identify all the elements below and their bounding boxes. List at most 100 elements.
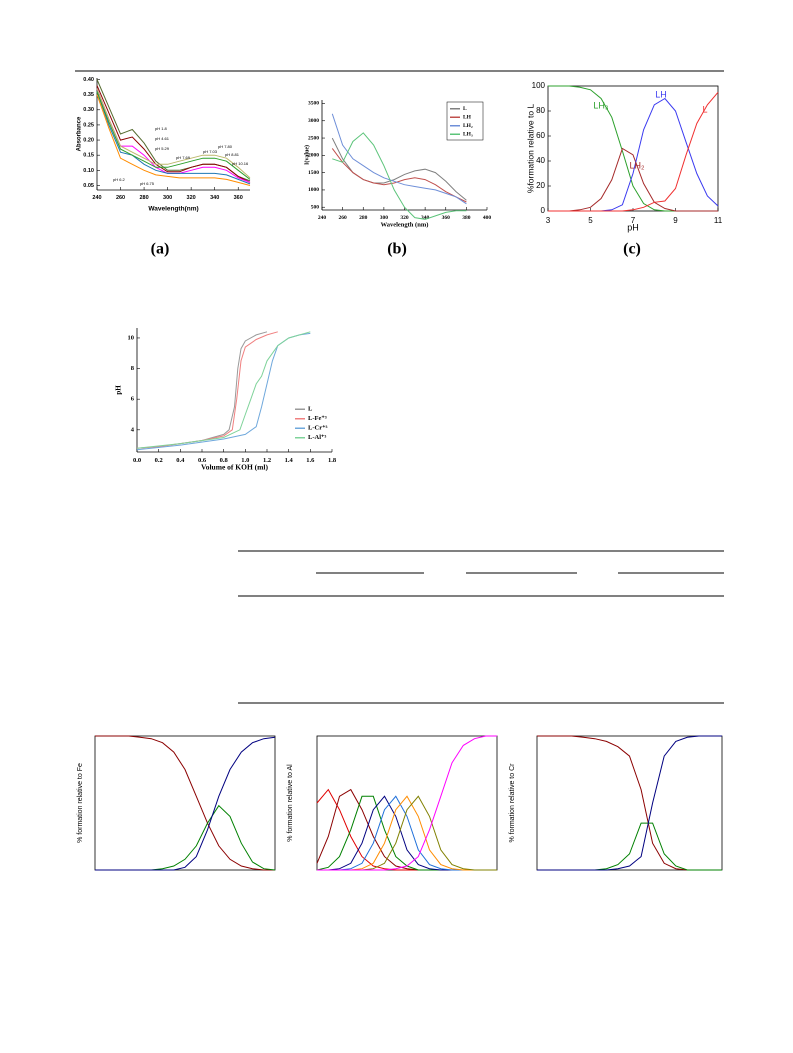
- series-line: [537, 735, 722, 871]
- series-line: [95, 804, 276, 871]
- plot-frame: [547, 85, 719, 212]
- x-axis-label: Wavelength(nm): [148, 206, 198, 213]
- x-tick-label: 0.6: [198, 457, 207, 464]
- y-tick-label: 1500: [308, 170, 319, 176]
- legend-label: L: [308, 406, 313, 413]
- annotation: pH 5.29: [155, 146, 170, 151]
- chart: % formation relative to Cr: [509, 735, 723, 871]
- series-line: [317, 795, 497, 871]
- x-tick-label: 340: [421, 215, 430, 221]
- legend-label: LH: [463, 115, 472, 121]
- legend-label: L: [463, 106, 467, 112]
- panel-label: (b): [387, 241, 407, 258]
- legend-label: L-Fe⁺³: [308, 415, 327, 422]
- series-label: LH₂: [630, 160, 646, 170]
- y-tick-label: 0.10: [83, 168, 94, 174]
- x-tick-label: 7: [631, 216, 636, 225]
- x-tick-label: 1.0: [241, 457, 249, 464]
- x-tick-label: 300: [380, 215, 389, 221]
- series-line: [316, 788, 497, 871]
- series-line: [316, 788, 497, 871]
- series-line: [332, 132, 467, 220]
- y-axis-label: Absorbance: [77, 116, 83, 151]
- series-line: [548, 147, 718, 212]
- x-tick-label: 5: [588, 216, 593, 225]
- annotation: pH 7.80: [218, 144, 233, 149]
- series-line: [95, 735, 275, 871]
- series-line: [95, 736, 276, 871]
- x-tick-label: 260: [339, 215, 348, 221]
- x-tick-label: 1.8: [328, 457, 337, 464]
- x-tick-label: 380: [462, 215, 471, 221]
- annotation: pH 10.16: [232, 161, 249, 166]
- legend-label: L-Cr⁺³: [308, 425, 328, 432]
- x-tick-label: 240: [92, 195, 101, 201]
- legend-label: LH₃: [463, 132, 473, 138]
- series-line: [136, 332, 311, 451]
- x-tick-label: 280: [359, 215, 368, 221]
- series-label: LH₃: [593, 100, 609, 110]
- y-tick-label: 0.30: [83, 107, 94, 113]
- y-tick-label: 0.25: [83, 122, 94, 128]
- x-tick-label: 1.2: [263, 457, 271, 464]
- y-tick-label: 0.05: [83, 183, 94, 189]
- y-tick-label: 8: [131, 365, 135, 372]
- x-tick-label: 1.4: [285, 457, 294, 464]
- series-line: [317, 795, 497, 871]
- chart: % formation relative to Al: [287, 735, 498, 871]
- series-line: [331, 148, 467, 203]
- x-tick-label: 0.0: [133, 457, 141, 464]
- x-tick-label: 280: [139, 195, 148, 201]
- x-tick-label: 340: [210, 195, 219, 201]
- series-line: [537, 822, 722, 871]
- plot-frame: [94, 735, 276, 871]
- y-tick-label: 60: [536, 131, 545, 140]
- x-tick-label: 320: [400, 215, 409, 221]
- series-line: [96, 91, 251, 185]
- series-line: [96, 91, 251, 180]
- series-line: [317, 735, 497, 871]
- table-rules: [238, 550, 724, 704]
- chart: 0 20 40 60 80 100 3 5 7 9 11 pH %formation relative …: [525, 81, 722, 232]
- series-line: [136, 331, 278, 449]
- series-line: [96, 88, 251, 179]
- y-tick-label: 0.35: [83, 92, 94, 98]
- y-tick-label: 3000: [308, 118, 319, 124]
- x-tick-label: 1.6: [306, 457, 315, 464]
- x-tick-label: 360: [234, 195, 243, 201]
- x-axis-label: Wavelength (nm): [381, 221, 429, 228]
- annotation: pH 6.2: [113, 177, 126, 182]
- x-tick-label: 320: [187, 195, 196, 201]
- series-line: [136, 331, 268, 449]
- x-axis-label: pH: [627, 222, 639, 232]
- y-axis-label: % formation relative to Al: [287, 764, 294, 842]
- x-tick-label: 0.2: [155, 457, 163, 464]
- y-tick-label: 3500: [308, 101, 319, 107]
- y-axis-label: %formation relative to L: [525, 104, 535, 194]
- y-tick-label: 0.40: [83, 77, 94, 83]
- series-line: [548, 85, 718, 212]
- plot-frame: [536, 735, 723, 871]
- series-line: [331, 113, 467, 205]
- legend-label: L-Al⁺³: [308, 434, 326, 441]
- x-tick-label: 360: [442, 215, 451, 221]
- y-tick-label: 40: [536, 156, 545, 165]
- y-axis-label: % formation relative to Fe: [77, 763, 84, 843]
- series-line: [316, 795, 497, 871]
- y-tick-label: 500: [311, 204, 320, 210]
- x-tick-label: 260: [116, 195, 125, 201]
- x-axis-label: Volume of KOH (ml): [201, 463, 269, 472]
- chart: % formation relative to Fe: [77, 735, 276, 871]
- annotation: pH 6.75: [140, 181, 155, 186]
- x-tick-label: 300: [163, 195, 172, 201]
- y-tick-label: 80: [536, 106, 545, 115]
- x-tick-label: 9: [673, 216, 678, 225]
- panel-label: (c): [623, 241, 641, 258]
- panel-label: (a): [151, 241, 170, 258]
- y-axis-label: I(value): [303, 145, 310, 165]
- series-line: [548, 91, 719, 212]
- y-axis-label: pH: [115, 385, 123, 395]
